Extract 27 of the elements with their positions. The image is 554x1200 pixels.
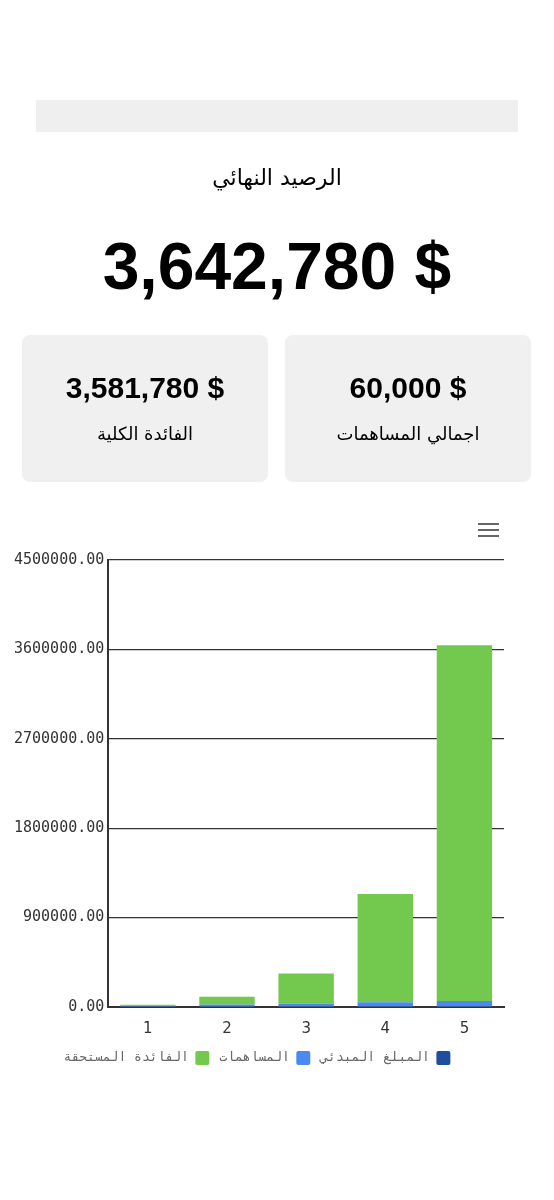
text: الرصيد النهائي bbox=[211, 165, 343, 190]
x-tick-label: 1 bbox=[143, 1018, 153, 1037]
x-tick-label: 2 bbox=[222, 1018, 232, 1037]
text: اجمالي المساهمات bbox=[335, 423, 481, 444]
bar bbox=[278, 973, 334, 1004]
y-tick-label: 2700000.00 bbox=[14, 728, 105, 747]
bar bbox=[278, 1003, 334, 1007]
text: الفائدة الكلية bbox=[95, 423, 195, 444]
bar bbox=[436, 1001, 493, 1007]
legend-label: المساهمات bbox=[219, 1049, 290, 1065]
y-tick-label: 0.00 bbox=[68, 996, 105, 1015]
y-tick-label: 3600000.00 bbox=[14, 639, 105, 658]
text: 60,000 $ bbox=[348, 371, 468, 405]
y-tick-label: 1800000.00 bbox=[14, 818, 105, 837]
legend-label: المبلغ المبدئي bbox=[319, 1049, 430, 1066]
text: 3,642,780 $ bbox=[101, 228, 453, 304]
y-tick-label: 900000.00 bbox=[23, 907, 105, 926]
bar bbox=[436, 645, 493, 1002]
x-tick-label: 4 bbox=[380, 1018, 391, 1037]
bar bbox=[357, 1002, 413, 1007]
x-tick-label: 5 bbox=[459, 1018, 470, 1037]
text: 3,581,780 $ bbox=[64, 371, 226, 405]
x-tick-label: 3 bbox=[301, 1018, 311, 1037]
bar bbox=[357, 893, 413, 1003]
bar bbox=[199, 996, 255, 1005]
y-tick-label: 4500000.00 bbox=[14, 549, 105, 568]
legend-label: الفائدة المستحقة bbox=[63, 1049, 189, 1065]
